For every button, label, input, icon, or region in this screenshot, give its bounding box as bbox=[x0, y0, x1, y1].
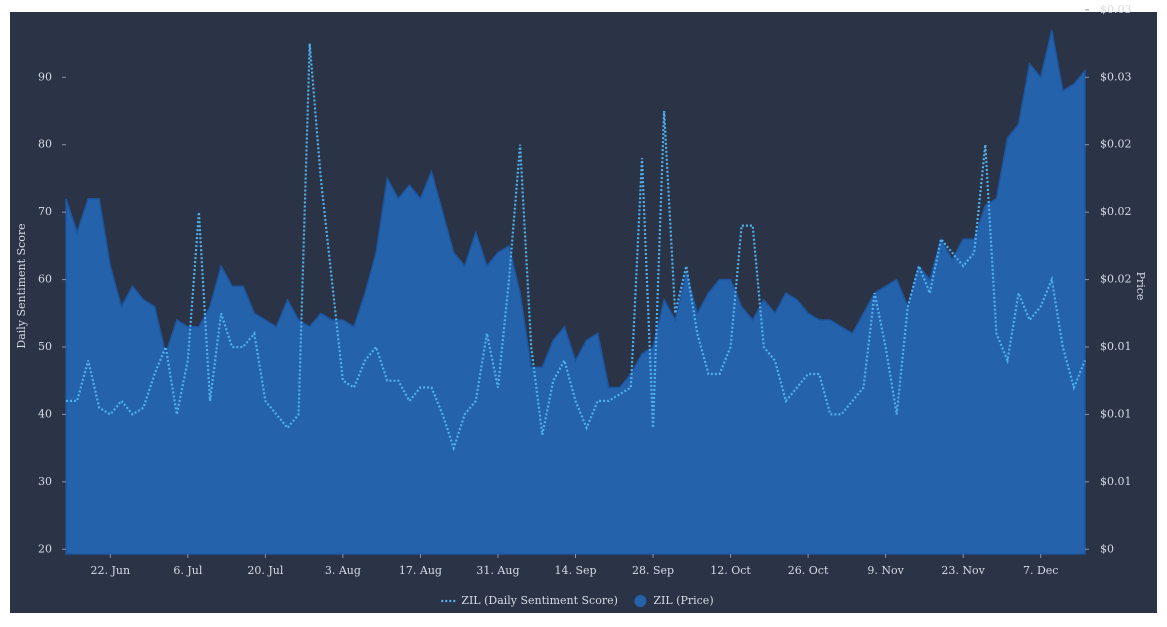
x-tick-label: 9. Nov bbox=[867, 564, 904, 577]
y2-tick-label: $0.03 bbox=[1100, 3, 1132, 16]
x-tick-label: 22. Jun bbox=[91, 564, 131, 577]
x-tick-label: 28. Sep bbox=[632, 564, 674, 577]
y2-tick-label: $0 bbox=[1100, 542, 1114, 555]
y-tick-label: 70 bbox=[38, 205, 52, 218]
sentiment-line bbox=[66, 43, 1087, 452]
legend-label: ZIL (Daily Sentiment Score) bbox=[461, 594, 618, 607]
x-tick-label: 12. Oct bbox=[710, 564, 751, 577]
y2-axis-label: Price bbox=[1134, 272, 1147, 301]
x-tick-label: 26. Oct bbox=[788, 564, 829, 577]
price-area bbox=[65, 29, 1086, 555]
x-tick-label: 31. Aug bbox=[476, 564, 519, 577]
y2-tick-label: $0.01 bbox=[1100, 407, 1132, 420]
legend-label: ZIL (Price) bbox=[653, 594, 713, 607]
y-tick-label: 50 bbox=[38, 340, 52, 353]
y-tick-label: 90 bbox=[38, 70, 52, 83]
y2-tick-label: $0.03 bbox=[1100, 70, 1132, 83]
y2-tick-label: $0.02 bbox=[1100, 205, 1132, 218]
y-tick-label: 30 bbox=[38, 475, 52, 488]
y-tick-label: 60 bbox=[38, 273, 52, 286]
y-tick-label: 20 bbox=[38, 542, 52, 555]
x-tick-label: 7. Dec bbox=[1023, 564, 1058, 577]
y-tick-label: 80 bbox=[38, 138, 52, 151]
y2-tick-label: $0.01 bbox=[1100, 475, 1132, 488]
x-tick-label: 23. Nov bbox=[941, 564, 985, 577]
x-tick-label: 3. Aug bbox=[325, 564, 361, 577]
y2-tick-label: $0.02 bbox=[1100, 138, 1132, 151]
y-axis-label: Daily Sentiment Score bbox=[15, 223, 28, 348]
legend-swatch bbox=[634, 595, 647, 607]
y2-tick-label: $0.01 bbox=[1100, 340, 1132, 353]
x-tick-label: 6. Jul bbox=[173, 564, 202, 577]
x-tick-label: 17. Aug bbox=[399, 564, 442, 577]
y2-tick-label: $0.02 bbox=[1100, 273, 1132, 286]
x-tick-label: 14. Sep bbox=[554, 564, 596, 577]
y-tick-label: 40 bbox=[38, 407, 52, 420]
x-tick-label: 20. Jul bbox=[247, 564, 283, 577]
